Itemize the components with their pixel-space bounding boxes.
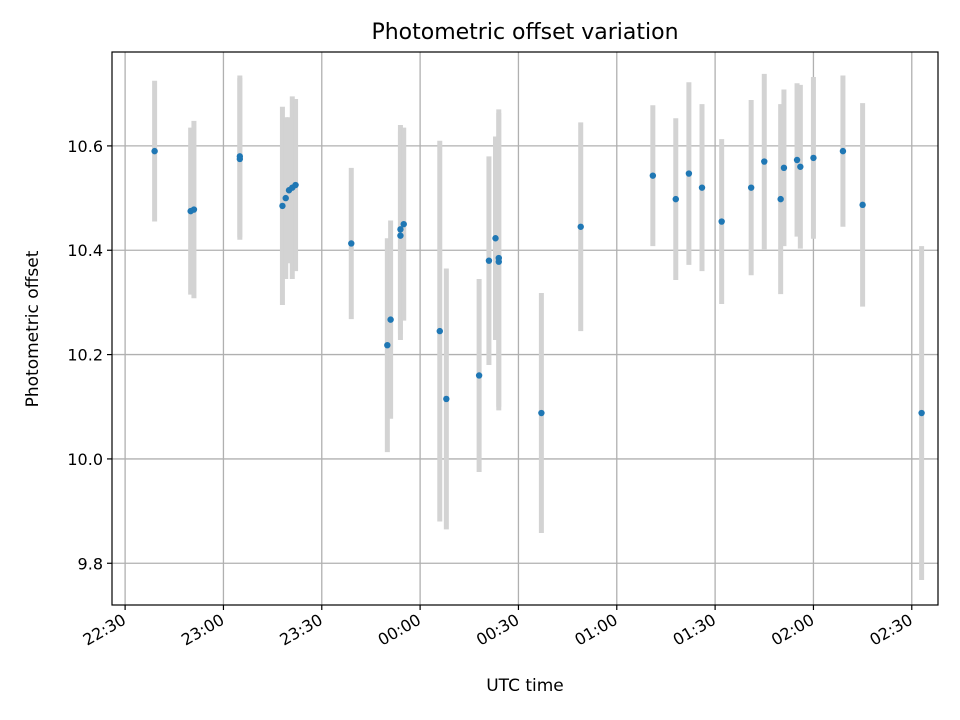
x-tick-label: 01:00 [571,610,620,650]
data-point [190,206,198,213]
data-point [777,195,784,203]
y-tick-label: 10.4 [67,241,103,260]
x-tick-label: 01:30 [670,610,719,650]
y-tick-label: 9.8 [78,554,103,573]
chart-title: Photometric offset variation [371,20,678,45]
y-axis-label: Photometric offset [23,250,43,407]
x-axis-label: UTC time [486,676,564,696]
data-point [384,341,391,349]
data-point [436,327,443,335]
data-point [859,201,866,209]
data-point [577,223,584,230]
x-tick-label: 02:30 [866,610,915,650]
data-point [443,395,450,403]
data-point [348,240,355,247]
data-point [279,202,286,210]
data-point [151,147,158,155]
data-point [397,226,404,233]
data-point [282,194,289,202]
data-point [397,232,404,239]
data-point [797,163,804,170]
y-tick-label: 10.2 [67,346,103,365]
data-point [780,164,788,172]
data-point [236,153,244,160]
data-points [151,147,925,417]
data-point [793,156,801,164]
data-point [495,258,502,265]
data-point [698,184,706,191]
data-point [475,372,483,379]
y-tick-label: 10.6 [67,137,103,156]
data-point [810,154,817,162]
data-point [387,316,394,323]
data-point [761,158,768,165]
data-point [485,257,493,264]
plot-frame [111,51,939,606]
data-point [538,409,545,417]
x-tick-label: 23:30 [276,610,325,650]
data-point [747,184,755,191]
y-tick-label: 10.0 [67,450,103,469]
data-point [718,218,725,225]
x-tick-label: 00:00 [375,610,424,650]
data-point [685,170,693,177]
x-tick-label: 23:00 [178,610,227,650]
data-point [839,147,847,155]
data-point [672,195,679,203]
x-tick-label: 00:30 [473,610,522,650]
data-point [292,181,299,189]
data-point [492,235,499,242]
error-bars [152,73,925,580]
data-point [649,172,657,179]
x-tick-label: 02:00 [768,610,817,650]
data-point [400,220,407,228]
x-tick-label: 22:30 [80,610,129,650]
data-point [918,409,925,417]
